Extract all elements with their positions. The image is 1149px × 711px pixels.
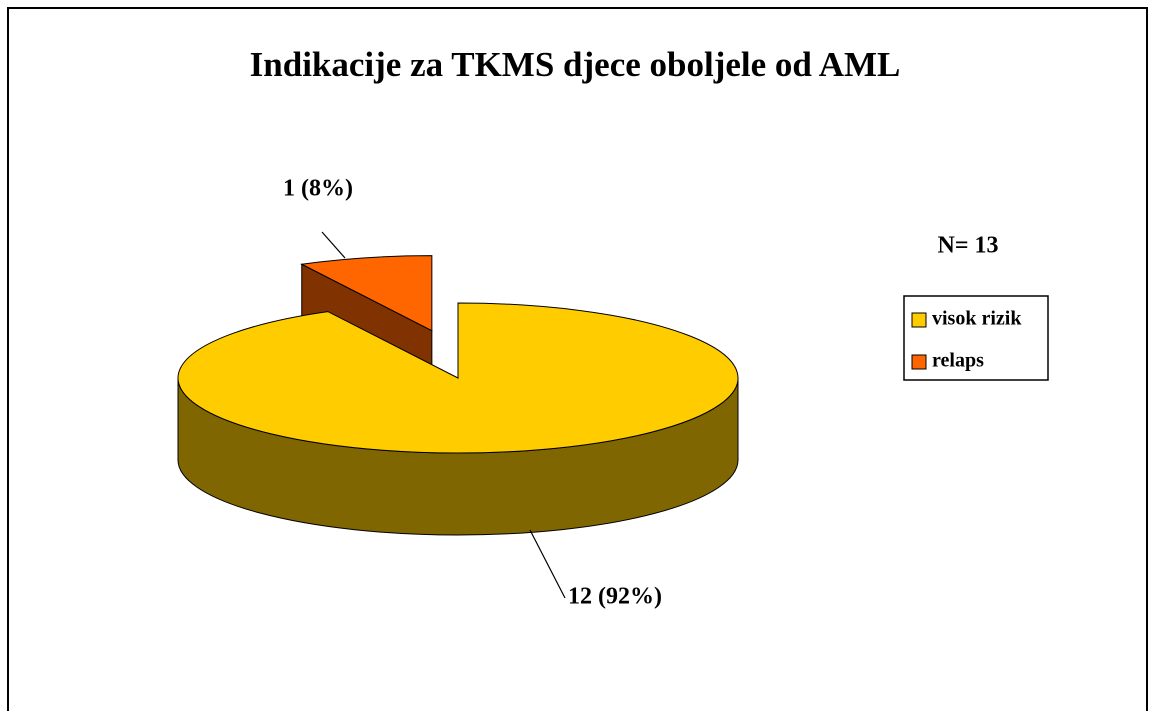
slice-top [300, 255, 433, 332]
legend-label: relaps [932, 350, 984, 372]
legend-swatch [911, 312, 927, 328]
legend-label: visok rizik [932, 308, 1022, 330]
chart-title: Indikacije za TKMS djece oboljele od AML [250, 45, 901, 84]
pie-slice [177, 302, 739, 536]
leader-line [529, 529, 566, 599]
data-label: 1 (8%) [283, 176, 353, 202]
leader-line [321, 231, 346, 259]
data-label: 12 (92%) [568, 584, 662, 610]
legend-box [903, 295, 1049, 381]
annotation: N= 13 [937, 233, 998, 259]
slice-top [177, 302, 739, 454]
legend-swatch [911, 354, 927, 370]
